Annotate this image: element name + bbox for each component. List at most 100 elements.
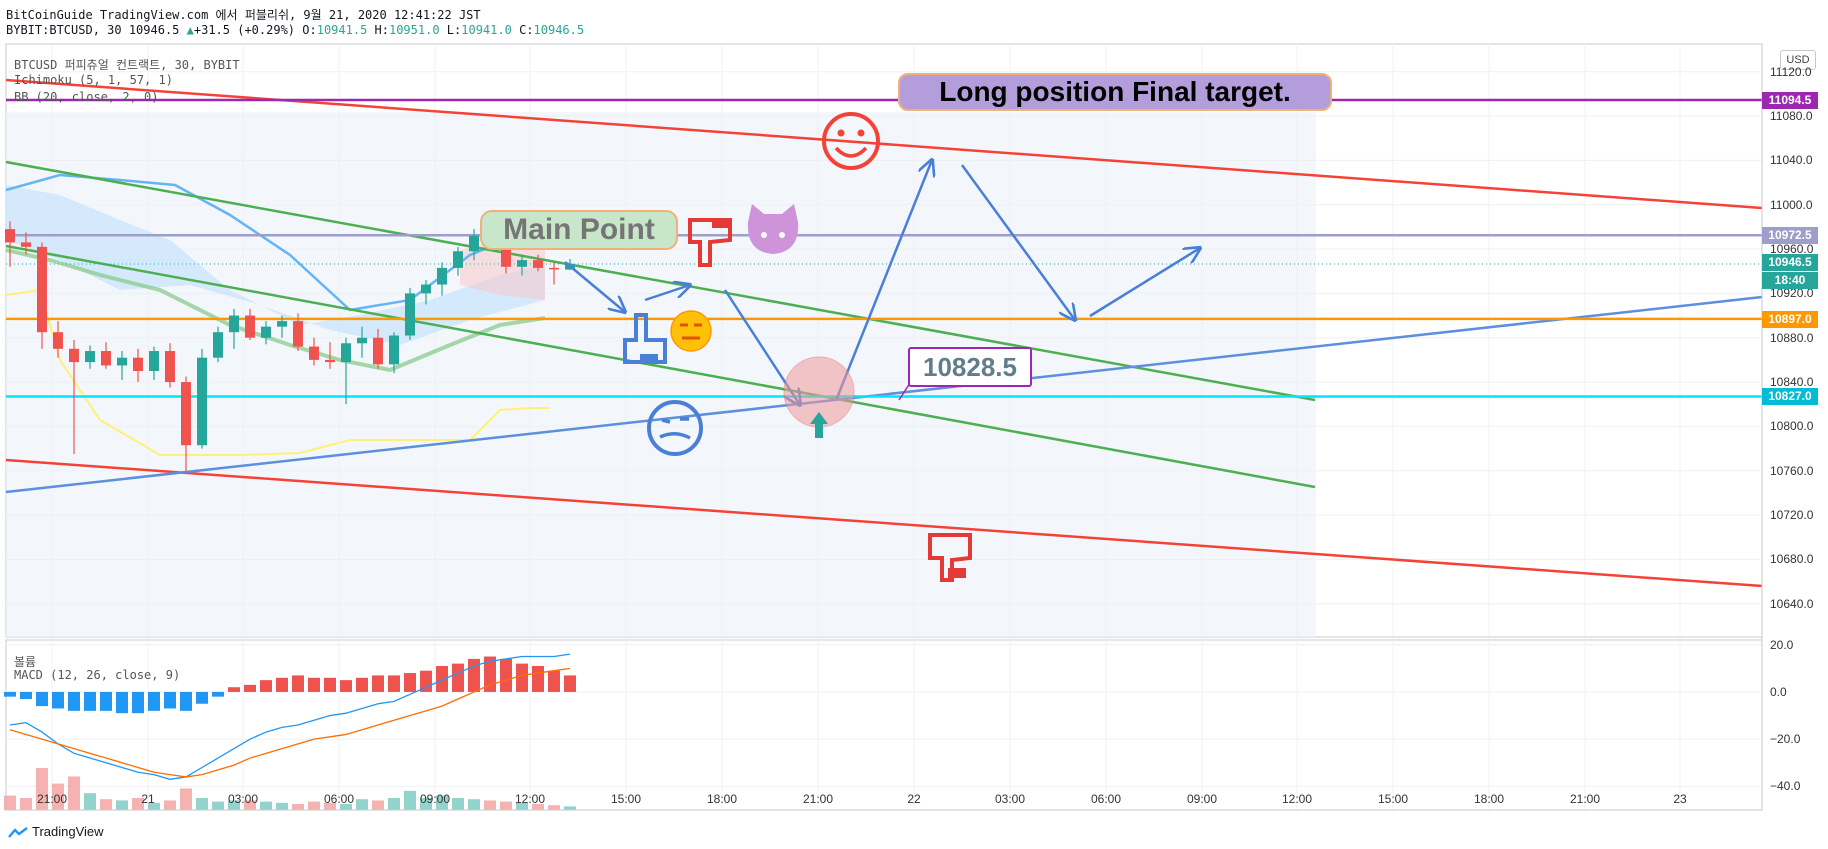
legend-macd[interactable]: MACD (12, 26, close, 9) (14, 668, 181, 682)
legend-volume[interactable]: 볼륨 (14, 655, 37, 669)
candle-body (5, 229, 15, 243)
price-axis-label: 11120.0 (1770, 64, 1812, 79)
macd-pane-frame (5, 639, 1763, 811)
macd-histogram-bar (500, 658, 512, 692)
candle-body (549, 267, 559, 270)
candle-body (325, 359, 335, 363)
legend-ichimoku[interactable]: Ichimoku (5, 1, 57, 1) (14, 73, 173, 87)
legend-bb[interactable]: BB (20, close, 2, 0) (14, 90, 159, 104)
macd-histogram-bar (20, 691, 32, 700)
time-axis-label: 03:00 (994, 792, 1026, 806)
macd-histogram-bar (532, 665, 544, 692)
volume-bar (84, 793, 96, 810)
macd-histogram-bar (132, 691, 144, 714)
trendline-lower-green (5, 244, 1316, 489)
volume-bar (228, 800, 240, 810)
time-axis-label: 21:00 (36, 792, 68, 806)
low-value: 10941.0 (461, 23, 512, 37)
macd-histogram-bar (404, 673, 416, 692)
volume-bar (148, 802, 160, 810)
confused-face-icon (647, 400, 703, 456)
volume-bar (532, 804, 544, 810)
close-value: 10946.5 (533, 23, 585, 37)
time-axis-label: 12:00 (514, 792, 546, 806)
volume-bar (180, 788, 192, 810)
candle-body (469, 235, 479, 252)
time-axis-label: 15:00 (1377, 792, 1409, 806)
candle-body (405, 293, 415, 336)
volume-bar (20, 798, 32, 810)
price-badge: 18:40 (1762, 272, 1818, 290)
volume-bar (212, 801, 224, 810)
annotation-main-point[interactable]: Main Point (480, 210, 678, 250)
volume-bar (276, 802, 288, 810)
smiley-face-icon (822, 112, 880, 170)
volume-bar (388, 798, 400, 810)
macd-histogram-bar (84, 691, 96, 711)
candle-body (117, 357, 127, 366)
volume-bar (420, 798, 432, 810)
candle-body (69, 348, 79, 363)
time-axis-label: 09:00 (1186, 792, 1218, 806)
cat-icon (747, 204, 799, 254)
volume-bar (516, 802, 528, 810)
candle-body (389, 335, 399, 365)
macd-histogram-bar (260, 680, 272, 692)
time-axis-label: 22 (907, 792, 921, 806)
macd-histogram-bar (228, 687, 240, 692)
macd-histogram-bar (148, 691, 160, 711)
forecast-arrow (960, 164, 1075, 320)
price-badge: 10946.5 (1762, 254, 1818, 272)
macd-histogram-bar (212, 691, 224, 697)
macd-histogram-bar (548, 670, 560, 692)
price-axis-label: 10840.0 (1770, 375, 1814, 390)
candle-body (421, 284, 431, 294)
symbol-interval: BYBIT:BTCUSD, 30 (6, 23, 122, 37)
price-axis-label: 11040.0 (1770, 153, 1813, 168)
volume-bar (116, 800, 128, 810)
forecast-arrow (835, 160, 932, 399)
open-value: 10941.5 (316, 23, 368, 37)
candle-body (165, 351, 175, 383)
time-axis-label: 12:00 (1281, 792, 1313, 806)
time-axis-label: 21:00 (1569, 792, 1601, 806)
buy-arrow-icon (810, 412, 828, 438)
price-axis-label: 10960.0 (1770, 242, 1814, 257)
candle-body (501, 237, 511, 267)
tradingview-logo-icon (8, 826, 28, 838)
candle-body (53, 332, 63, 349)
high-value: 10951.0 (388, 23, 440, 37)
macd-histogram-bar (564, 675, 576, 692)
volume-bar (548, 805, 560, 810)
channel-fill (6, 112, 1316, 637)
price-axis-label: 10920.0 (1770, 286, 1814, 301)
candle-body (293, 321, 303, 347)
trendline-upper-green (5, 160, 1316, 402)
annotation-long-target[interactable]: Long position Final target. (898, 73, 1332, 111)
price-axis-label: 10800.0 (1770, 419, 1814, 434)
macd-histogram-bar (276, 677, 288, 692)
time-axis-label: 23 (1673, 792, 1687, 806)
macd-histogram-bar (436, 665, 448, 692)
legend-symbol[interactable]: BTCUSD 퍼피츄얼 컨트랙트, 30, BYBIT (14, 58, 240, 72)
volume-bar (196, 798, 208, 810)
annotation-price-callout[interactable]: 10828.5 (908, 347, 1032, 387)
price-axis-label: 11080.0 (1770, 109, 1813, 124)
price-axis-label: 10720.0 (1770, 508, 1814, 523)
volume-bar (564, 806, 576, 810)
macd-histogram-bar (372, 675, 384, 692)
macd-histogram-bar (52, 691, 64, 709)
candle-body (437, 267, 447, 285)
tradingview-brand[interactable]: TradingView (8, 824, 104, 839)
macd-axis-label: 0.0 (1770, 684, 1787, 699)
time-axis-label: 18:00 (1473, 792, 1505, 806)
candle-body (197, 357, 207, 446)
candle-body (181, 382, 191, 446)
macd-histogram-bar (4, 691, 16, 697)
time-axis-label: 18:00 (706, 792, 738, 806)
volume-bar (132, 798, 144, 810)
currency-button[interactable]: USD (1780, 50, 1816, 70)
candle-body (133, 357, 143, 371)
candle-body (533, 260, 543, 268)
